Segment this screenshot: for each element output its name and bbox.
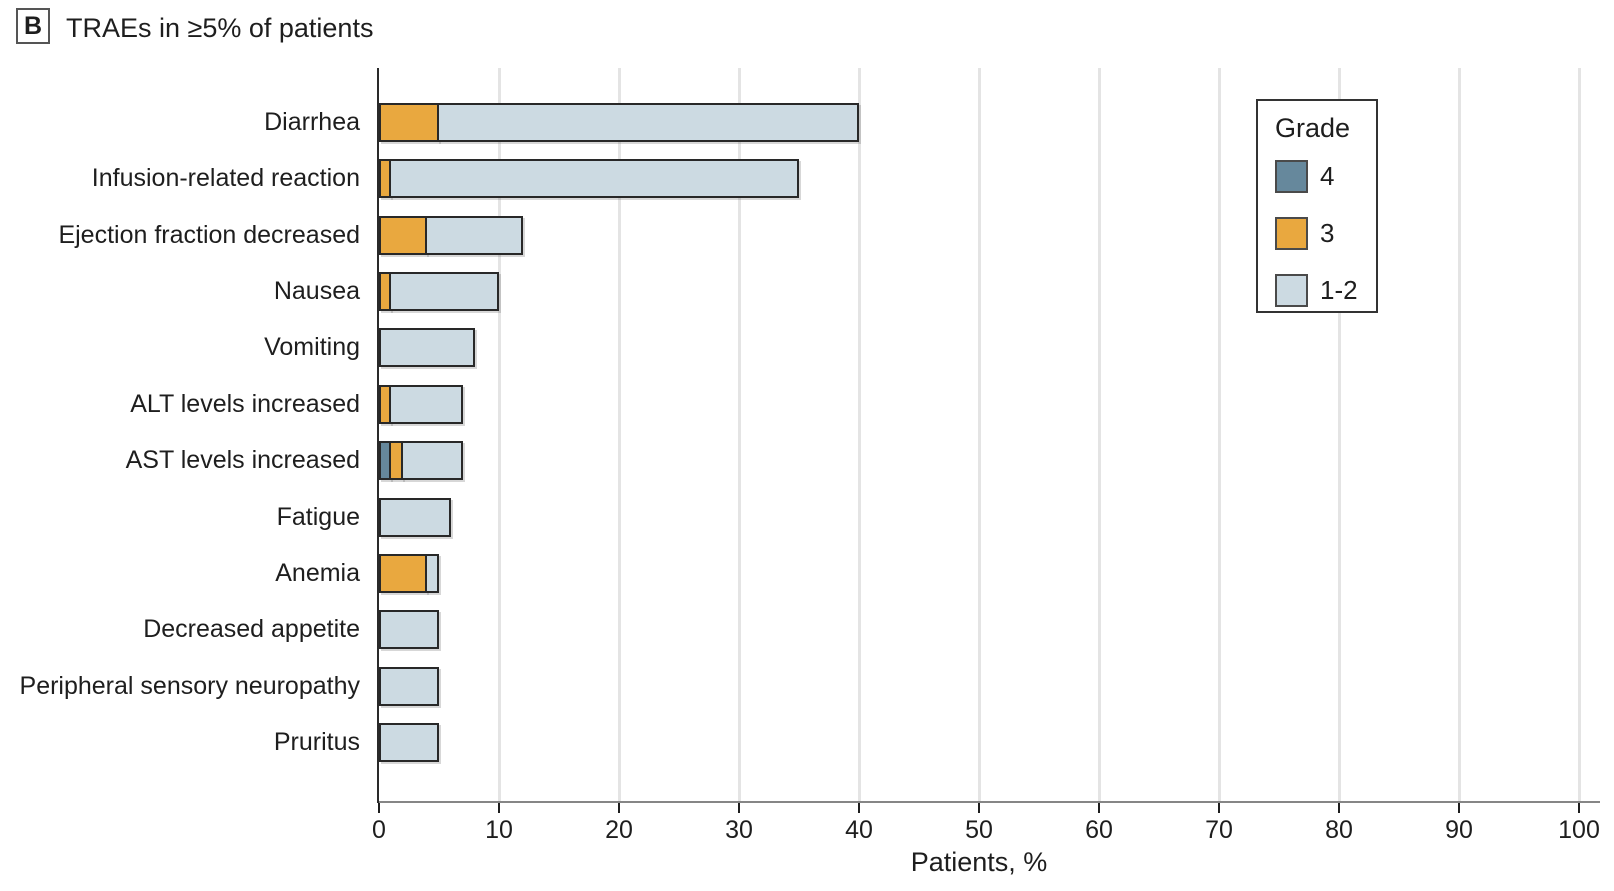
bar-segment-grade-3 (379, 103, 439, 142)
legend-title: Grade (1275, 113, 1351, 143)
bar-segment-grade-1-2 (379, 723, 439, 762)
x-tick-label: 100 (1558, 816, 1600, 844)
legend-row: 3 (1275, 217, 1376, 250)
legend-swatch-grade-4 (1275, 160, 1308, 193)
category-label: Pruritus (273, 728, 360, 756)
bar-segment-grade-1-2 (389, 272, 499, 311)
x-tick (1458, 803, 1460, 813)
x-tick-label: 10 (485, 816, 513, 844)
x-tick-label: 0 (372, 816, 386, 844)
legend-swatch-grade-1-2 (1275, 274, 1308, 307)
legend-row: 4 (1275, 160, 1376, 193)
bar-segment-grade-1-2 (379, 498, 451, 537)
gridline-70 (1218, 68, 1221, 803)
x-tick (858, 803, 860, 813)
x-tick (978, 803, 980, 813)
panel-label-box: B (16, 8, 50, 44)
x-tick-label: 90 (1445, 816, 1473, 844)
x-tick-label: 60 (1085, 816, 1113, 844)
bar-segment-grade-1-2 (379, 667, 439, 706)
figure-title: TRAEs in ≥5% of patients (66, 13, 374, 43)
x-tick-label: 70 (1205, 816, 1233, 844)
category-label: Nausea (273, 277, 360, 305)
category-label: Ejection fraction decreased (58, 221, 360, 249)
category-label: ALT levels increased (130, 390, 360, 418)
category-label: Peripheral sensory neuropathy (19, 672, 360, 700)
bar-segment-grade-1-2 (389, 385, 463, 424)
gridline-20 (618, 68, 621, 803)
legend-label: 3 (1320, 218, 1335, 248)
x-tick (738, 803, 740, 813)
legend-label: 1-2 (1320, 275, 1358, 305)
gridline-80 (1338, 68, 1341, 803)
y-axis-spine (377, 68, 379, 803)
legend-label: 4 (1320, 161, 1335, 191)
gridline-30 (738, 68, 741, 803)
plot-area (379, 68, 1581, 803)
x-tick (1098, 803, 1100, 813)
gridline-60 (1098, 68, 1101, 803)
bar-segment-grade-1-2 (379, 328, 475, 367)
x-tick (1338, 803, 1340, 813)
bar-segment-grade-1-2 (389, 159, 799, 198)
bar-segment-grade-1-2 (425, 554, 439, 593)
gridline-90 (1458, 68, 1461, 803)
legend-swatch-grade-3 (1275, 217, 1308, 250)
bar-segment-grade-3 (379, 216, 427, 255)
x-axis-line (379, 801, 1600, 803)
category-label: Decreased appetite (143, 615, 360, 643)
bar-segment-grade-3 (379, 554, 427, 593)
gridline-50 (978, 68, 981, 803)
x-tick (1218, 803, 1220, 813)
x-tick (378, 803, 380, 813)
legend: Grade 4 3 1-2 (1256, 99, 1378, 313)
category-label: Diarrhea (264, 108, 360, 136)
x-tick (498, 803, 500, 813)
legend-row: 1-2 (1275, 274, 1376, 307)
category-label: Infusion-related reaction (91, 164, 360, 192)
bar-segment-grade-1-2 (401, 441, 463, 480)
x-tick-label: 40 (845, 816, 873, 844)
x-tick (1578, 803, 1580, 813)
category-label: Vomiting (264, 333, 360, 361)
bar-segment-grade-1-2 (437, 103, 859, 142)
gridline-10 (498, 68, 501, 803)
panel-label: B (23, 11, 43, 40)
category-label: AST levels increased (125, 446, 360, 474)
bar-segment-grade-1-2 (379, 610, 439, 649)
x-tick-label: 80 (1325, 816, 1353, 844)
x-tick-label: 30 (725, 816, 753, 844)
x-tick-label: 50 (965, 816, 993, 844)
gridline-100 (1578, 68, 1581, 803)
category-label: Fatigue (276, 503, 360, 531)
bar-segment-grade-1-2 (425, 216, 523, 255)
x-tick (618, 803, 620, 813)
x-tick-label: 20 (605, 816, 633, 844)
legend-rows: 4 3 1-2 (1275, 160, 1376, 307)
x-axis-title: Patients, % (910, 847, 1048, 877)
category-label: Anemia (275, 559, 360, 587)
gridline-40 (858, 68, 861, 803)
